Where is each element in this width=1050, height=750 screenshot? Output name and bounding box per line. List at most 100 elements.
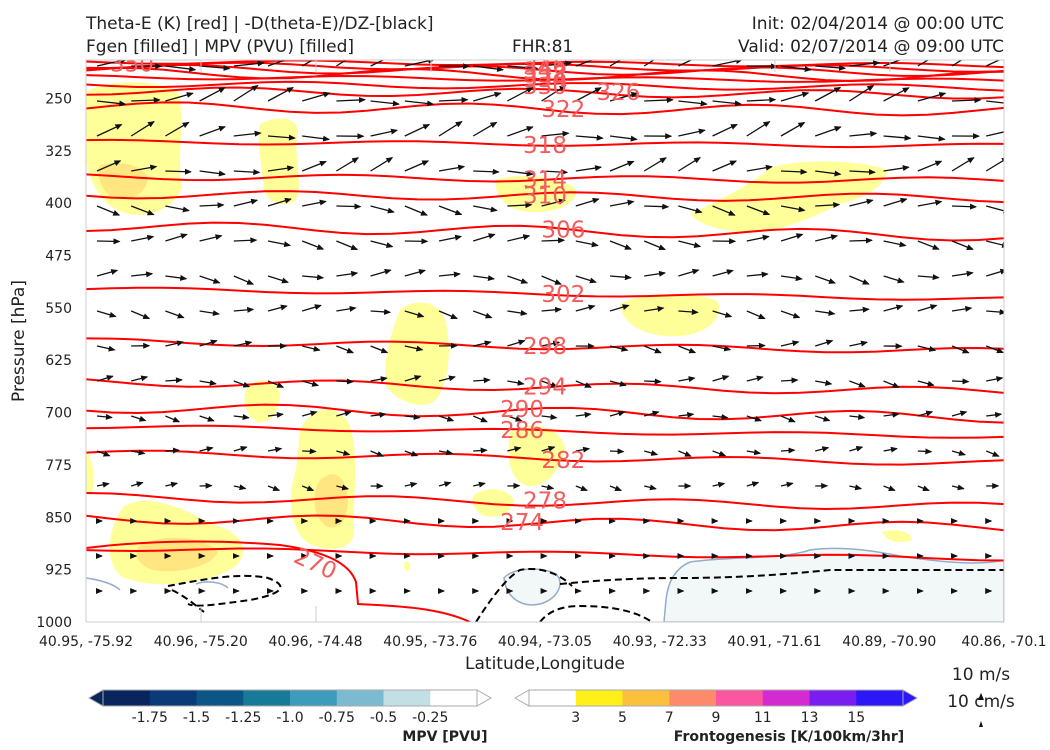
wind-arrow bbox=[644, 305, 665, 312]
wind-arrow bbox=[780, 91, 810, 102]
wind-arrow bbox=[985, 157, 1004, 172]
wind-arrow bbox=[507, 446, 522, 453]
wind-arrow bbox=[370, 345, 389, 354]
y-axis: 250 325 400 475 550 625 700 775 850 925 1000 bbox=[36, 91, 72, 631]
x-axis-label: Latitude,Longitude bbox=[465, 654, 625, 674]
wind-arrow bbox=[780, 168, 808, 175]
colorbar-tick-label: -0.25 bbox=[412, 710, 448, 726]
wind-arrow bbox=[336, 240, 359, 251]
wind-reference-vertical: 10 cm/s bbox=[947, 692, 1015, 712]
wind-arrow bbox=[472, 415, 488, 423]
wind-arrow bbox=[336, 345, 355, 354]
wind-arrow bbox=[643, 157, 667, 172]
wind-arrow bbox=[233, 130, 262, 137]
wind-arrow bbox=[883, 240, 907, 248]
colorbar-tick-label: -1.0 bbox=[276, 710, 303, 726]
wind-arrow bbox=[473, 481, 486, 488]
wind-arrow bbox=[438, 234, 463, 242]
wind-arrow bbox=[96, 60, 128, 67]
wind-arrow bbox=[712, 345, 732, 352]
wind-arrow bbox=[130, 205, 155, 216]
wind-arrow bbox=[815, 309, 836, 316]
wind-arrow bbox=[336, 484, 350, 491]
y-tick-label: 625 bbox=[45, 353, 72, 369]
colorbar-swatch bbox=[290, 690, 338, 706]
wind-arrow bbox=[712, 60, 743, 67]
wind-arrow bbox=[96, 269, 119, 277]
wind-arrow bbox=[199, 234, 223, 242]
theta-e-contour bbox=[86, 221, 1004, 242]
wind-arrow bbox=[336, 305, 357, 312]
wind-arrow bbox=[644, 203, 670, 210]
wind-arrow bbox=[678, 411, 695, 418]
colorbar-tick-label: -1.75 bbox=[132, 710, 168, 726]
wind-arrow bbox=[849, 130, 878, 137]
wind-arrow bbox=[609, 160, 635, 172]
theta-e-label: 274 bbox=[500, 510, 544, 536]
colorbar-tick-label: -0.5 bbox=[370, 710, 397, 726]
wind-arrow bbox=[609, 410, 626, 417]
wind-arrow bbox=[746, 449, 762, 456]
colorbar-tick-label: 3 bbox=[571, 710, 580, 726]
wind-arrow bbox=[678, 268, 700, 277]
wind-arrow bbox=[712, 375, 730, 382]
wind-arrow bbox=[678, 308, 699, 315]
colorbar-tick-label: 5 bbox=[618, 710, 627, 726]
wind-arrow bbox=[917, 345, 937, 352]
wind-arrow bbox=[883, 197, 908, 207]
wind-reference-speed: 10 m/s bbox=[952, 665, 1010, 685]
wind-arrow bbox=[780, 481, 794, 488]
wind-arrow bbox=[336, 410, 352, 417]
wind-arrow bbox=[165, 65, 197, 72]
theta-e-contour bbox=[86, 514, 1004, 532]
wind-arrow bbox=[233, 445, 248, 452]
wind-arrow bbox=[951, 270, 974, 277]
wind-arrow bbox=[575, 380, 592, 388]
dtheta-dz-contour bbox=[167, 574, 282, 607]
wind-arrow bbox=[917, 410, 934, 417]
wind-arrow bbox=[165, 447, 180, 454]
wind-arrow bbox=[780, 377, 799, 384]
wind-arrow bbox=[507, 170, 534, 177]
wind-arrow bbox=[267, 240, 292, 248]
wind-arrow bbox=[541, 198, 566, 207]
wind-arrow bbox=[404, 450, 419, 457]
wind-arrow bbox=[678, 240, 702, 248]
wind-arrow bbox=[302, 380, 320, 387]
wind-arrow bbox=[404, 123, 431, 137]
x-tick-label: 40.96, -74.48 bbox=[268, 634, 362, 650]
wind-arrow bbox=[917, 240, 940, 250]
wind-reference-key: 10 m/s 10 cm/s bbox=[947, 665, 1015, 727]
theta-e-label: 314 bbox=[523, 167, 567, 193]
wind-arrow bbox=[643, 240, 666, 251]
theta-e-label: 270 bbox=[290, 543, 341, 585]
colorbar-extend-left bbox=[513, 689, 530, 707]
fgen-region bbox=[404, 561, 410, 571]
wind-arrow bbox=[712, 123, 738, 137]
theta-e-contour bbox=[86, 492, 1004, 511]
wind-arrow bbox=[199, 310, 220, 317]
wind-arrow bbox=[609, 60, 622, 67]
wind-arrow bbox=[131, 271, 154, 278]
theta-e-label: 298 bbox=[523, 334, 567, 360]
wind-arrow bbox=[575, 197, 600, 207]
wind-arrow bbox=[507, 64, 539, 71]
wind-arrow bbox=[951, 410, 968, 417]
wind-arrow bbox=[951, 450, 966, 456]
wind-arrow bbox=[917, 304, 938, 312]
wind-arrow bbox=[985, 450, 1000, 457]
theta-e-label: 286 bbox=[500, 418, 544, 444]
wind-arrow bbox=[814, 275, 836, 284]
wind-arrow bbox=[849, 275, 870, 285]
colorbar-extend-left bbox=[87, 689, 104, 707]
wind-arrow bbox=[780, 65, 812, 73]
wind-arrow bbox=[951, 345, 970, 354]
wind-arrow bbox=[815, 201, 841, 208]
wind-arrow bbox=[199, 339, 218, 347]
wind-arrow bbox=[370, 100, 400, 107]
colorbar-swatch bbox=[809, 690, 857, 706]
wind-arrow bbox=[712, 450, 727, 457]
wind-vector-field bbox=[96, 60, 1004, 594]
mpv-region bbox=[195, 581, 229, 589]
